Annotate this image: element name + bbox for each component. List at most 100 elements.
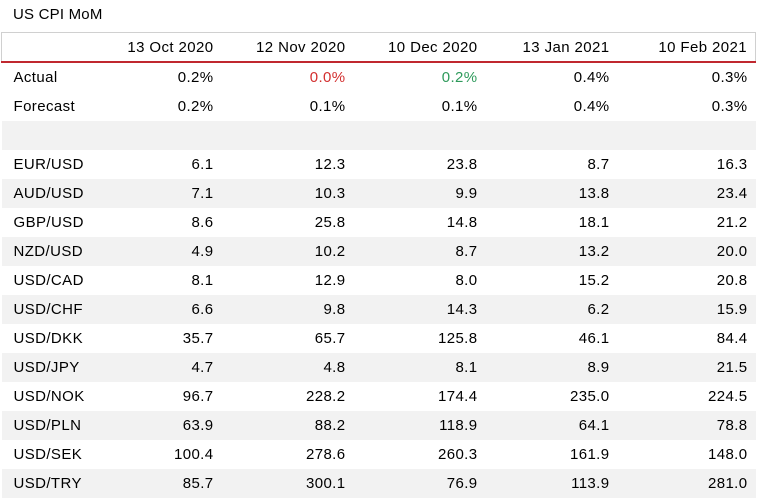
pair-label: USD/CAD bbox=[1, 266, 104, 295]
pip-move-value: 228.2 bbox=[221, 382, 354, 411]
column-header: 10 Feb 2021 bbox=[617, 32, 756, 63]
pip-move-value: 224.5 bbox=[617, 382, 756, 411]
forecast-value: 0.1% bbox=[353, 92, 486, 121]
pip-move-value: 25.8 bbox=[221, 208, 354, 237]
spacer-row bbox=[1, 121, 756, 150]
header-corner bbox=[1, 32, 104, 63]
pip-move-value: 8.1 bbox=[353, 353, 486, 382]
pip-move-value: 161.9 bbox=[485, 440, 618, 469]
table-row: USD/CAD 8.1 12.9 8.0 15.2 20.8 bbox=[1, 266, 756, 295]
actual-value: 0.4% bbox=[485, 62, 618, 92]
table-title: US CPI MoM bbox=[13, 6, 103, 23]
pair-label: USD/DKK bbox=[1, 324, 104, 353]
table-row: USD/JPY 4.7 4.8 8.1 8.9 21.5 bbox=[1, 353, 756, 382]
forecast-value: 0.3% bbox=[617, 92, 756, 121]
pair-label: USD/NOK bbox=[1, 382, 104, 411]
pip-move-value: 278.6 bbox=[221, 440, 354, 469]
pip-move-value: 23.4 bbox=[617, 179, 756, 208]
spacer-cell bbox=[103, 121, 222, 150]
table-row: USD/TRY 85.7 300.1 76.9 113.9 281.0 bbox=[1, 469, 756, 498]
cpi-reaction-table: 13 Oct 2020 12 Nov 2020 10 Dec 2020 13 J… bbox=[1, 32, 756, 498]
pair-label: NZD/USD bbox=[1, 237, 104, 266]
pip-move-value: 8.6 bbox=[103, 208, 222, 237]
pair-label: EUR/USD bbox=[1, 150, 104, 179]
pip-move-value: 13.8 bbox=[485, 179, 618, 208]
actual-value: 0.0% bbox=[221, 62, 354, 92]
pip-move-value: 260.3 bbox=[353, 440, 486, 469]
pip-move-value: 174.4 bbox=[353, 382, 486, 411]
pip-move-value: 10.3 bbox=[221, 179, 354, 208]
pip-move-value: 118.9 bbox=[353, 411, 486, 440]
pip-move-value: 76.9 bbox=[353, 469, 486, 498]
pip-move-value: 18.1 bbox=[485, 208, 618, 237]
pip-move-value: 21.2 bbox=[617, 208, 756, 237]
forecast-value: 0.2% bbox=[103, 92, 222, 121]
cpi-table-container: 13 Oct 2020 12 Nov 2020 10 Dec 2020 13 J… bbox=[1, 32, 756, 498]
pip-move-value: 15.2 bbox=[485, 266, 618, 295]
pip-move-value: 148.0 bbox=[617, 440, 756, 469]
pip-move-value: 300.1 bbox=[221, 469, 354, 498]
pip-move-value: 8.7 bbox=[353, 237, 486, 266]
pip-move-value: 4.9 bbox=[103, 237, 222, 266]
pair-label: USD/TRY bbox=[1, 469, 104, 498]
pip-move-value: 8.1 bbox=[103, 266, 222, 295]
pip-move-value: 14.8 bbox=[353, 208, 486, 237]
column-header: 12 Nov 2020 bbox=[221, 32, 354, 63]
pair-label: USD/JPY bbox=[1, 353, 104, 382]
actual-value: 0.3% bbox=[617, 62, 756, 92]
pip-move-value: 20.0 bbox=[617, 237, 756, 266]
pip-move-value: 16.3 bbox=[617, 150, 756, 179]
table-body: Actual 0.2% 0.0% 0.2% 0.4% 0.3% Forecast… bbox=[1, 62, 756, 498]
pip-move-value: 12.3 bbox=[221, 150, 354, 179]
pair-label: GBP/USD bbox=[1, 208, 104, 237]
pip-move-value: 4.8 bbox=[221, 353, 354, 382]
forecast-value: 0.1% bbox=[221, 92, 354, 121]
spacer-cell bbox=[485, 121, 618, 150]
table-row: AUD/USD 7.1 10.3 9.9 13.8 23.4 bbox=[1, 179, 756, 208]
pip-move-value: 8.9 bbox=[485, 353, 618, 382]
pip-move-value: 6.2 bbox=[485, 295, 618, 324]
pip-move-value: 13.2 bbox=[485, 237, 618, 266]
spacer-cell bbox=[617, 121, 756, 150]
table-row: USD/PLN 63.9 88.2 118.9 64.1 78.8 bbox=[1, 411, 756, 440]
pip-move-value: 10.2 bbox=[221, 237, 354, 266]
pip-move-value: 113.9 bbox=[485, 469, 618, 498]
spacer-cell bbox=[1, 121, 104, 150]
pip-move-value: 21.5 bbox=[617, 353, 756, 382]
pip-move-value: 125.8 bbox=[353, 324, 486, 353]
pip-move-value: 65.7 bbox=[221, 324, 354, 353]
pip-move-value: 7.1 bbox=[103, 179, 222, 208]
forecast-row: Forecast 0.2% 0.1% 0.1% 0.4% 0.3% bbox=[1, 92, 756, 121]
pip-move-value: 6.6 bbox=[103, 295, 222, 324]
actual-value: 0.2% bbox=[353, 62, 486, 92]
pip-move-value: 14.3 bbox=[353, 295, 486, 324]
pip-move-value: 235.0 bbox=[485, 382, 618, 411]
pip-move-value: 35.7 bbox=[103, 324, 222, 353]
actual-value: 0.2% bbox=[103, 62, 222, 92]
pip-move-value: 46.1 bbox=[485, 324, 618, 353]
pip-move-value: 9.9 bbox=[353, 179, 486, 208]
pip-move-value: 8.7 bbox=[485, 150, 618, 179]
pip-move-value: 6.1 bbox=[103, 150, 222, 179]
table-row: USD/DKK 35.7 65.7 125.8 46.1 84.4 bbox=[1, 324, 756, 353]
table-row: USD/CHF 6.6 9.8 14.3 6.2 15.9 bbox=[1, 295, 756, 324]
spacer-cell bbox=[353, 121, 486, 150]
pip-move-value: 88.2 bbox=[221, 411, 354, 440]
pip-move-value: 100.4 bbox=[103, 440, 222, 469]
actual-row: Actual 0.2% 0.0% 0.2% 0.4% 0.3% bbox=[1, 62, 756, 92]
forecast-value: 0.4% bbox=[485, 92, 618, 121]
pair-label: USD/SEK bbox=[1, 440, 104, 469]
table-row: NZD/USD 4.9 10.2 8.7 13.2 20.0 bbox=[1, 237, 756, 266]
pip-move-value: 9.8 bbox=[221, 295, 354, 324]
column-header: 13 Oct 2020 bbox=[103, 32, 222, 63]
pip-move-value: 84.4 bbox=[617, 324, 756, 353]
pip-move-value: 4.7 bbox=[103, 353, 222, 382]
row-label: Forecast bbox=[1, 92, 104, 121]
table-row: USD/NOK 96.7 228.2 174.4 235.0 224.5 bbox=[1, 382, 756, 411]
spacer-cell bbox=[221, 121, 354, 150]
pip-move-value: 12.9 bbox=[221, 266, 354, 295]
column-header: 10 Dec 2020 bbox=[353, 32, 486, 63]
table-row: EUR/USD 6.1 12.3 23.8 8.7 16.3 bbox=[1, 150, 756, 179]
column-header: 13 Jan 2021 bbox=[485, 32, 618, 63]
pair-label: USD/CHF bbox=[1, 295, 104, 324]
